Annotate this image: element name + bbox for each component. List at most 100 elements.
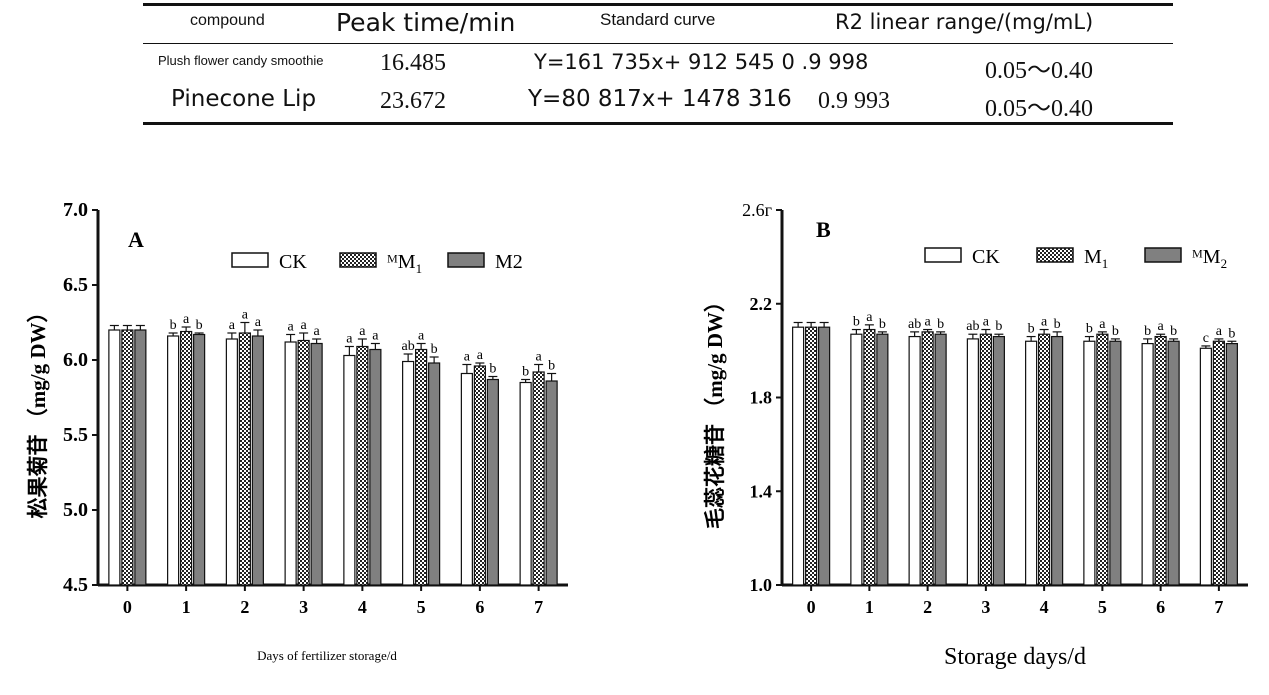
x-axis-title: Days of fertilizer storage/d [257,648,397,663]
bar-ck [519,381,532,586]
bar-ck [1025,340,1038,586]
y-axis-title: 毛蕊花糖苷 （mg/g DW） [703,291,727,529]
legend-swatch [339,252,377,268]
bar-m1 [1038,333,1051,586]
x-tick-label: 4 [358,597,367,617]
bar-m1 [473,365,486,586]
significance-letter: a [288,320,295,335]
y-axis-title: 松果菊苷 （mg/g DW） [26,302,50,519]
significance-letter: ab [402,339,415,354]
significance-letter: a [1099,317,1106,332]
significance-letter: a [983,315,990,330]
x-tick-label: 3 [299,597,308,617]
bar-ck [402,360,415,586]
x-tick-label: 7 [534,597,543,617]
bar-m2 [1109,340,1122,586]
legend-swatch [1036,247,1074,263]
compound-table: compound Peak time/min Standard curve R2… [0,0,1269,135]
table-top-rule [143,3,1173,6]
bar-m1 [297,339,310,586]
legend-label: ᴹM1 [387,251,422,276]
bar-m2 [1225,342,1238,586]
bar-m1 [805,326,818,586]
significance-letter: b [937,317,944,332]
significance-letter: a [359,324,366,339]
significance-letter: b [1086,322,1093,337]
significance-letter: a [1041,315,1048,330]
x-tick-label: 5 [417,597,426,617]
x-tick-label: 1 [865,597,874,617]
bar-ck [1199,347,1212,586]
x-tick-label: 0 [123,597,132,617]
bar-m2 [1167,340,1180,586]
bar-m2 [369,348,382,586]
bar-ck [850,333,863,586]
x-tick-label: 6 [1156,597,1165,617]
bar-ck [167,335,180,586]
significance-letter: b [1144,324,1151,339]
significance-letter: b [1028,322,1035,337]
significance-letter: b [995,319,1002,334]
y-tick-label: 1.4 [750,481,773,501]
significance-letter: b [879,317,886,332]
bar-ck [1083,340,1096,586]
significance-letter: a [1216,324,1223,339]
bar-m2 [934,333,947,586]
bar-m2 [992,335,1005,586]
bar-m2 [486,378,499,586]
significance-letter: a [464,350,471,365]
significance-letter: b [1228,326,1235,341]
bar-m2 [251,335,264,586]
y-tick-label: 1.8 [750,388,773,408]
bar-ck [460,372,473,586]
y-tick-label: 7.0 [63,199,88,221]
table-header-rule [143,43,1173,44]
bar-m2 [134,329,147,586]
header-standard-curve: Standard curve [600,10,716,29]
y-tick-label: 6.0 [63,349,88,371]
significance-letter: a [346,332,353,347]
bar-m1 [238,332,251,586]
panel-label: B [816,217,831,242]
row2-r2: 0.9 993 [818,88,890,114]
significance-letter: c [1203,331,1209,346]
bar-m2 [818,326,831,586]
legend-swatch [1144,247,1182,263]
row1-peak-time: 16.485 [380,50,446,76]
significance-letter: b [548,359,555,374]
y-tick-label: 2.6г [742,200,772,220]
significance-letter: b [853,315,860,330]
y-tick-label: 6.5 [63,274,88,296]
significance-letter: a [866,310,873,325]
y-tick-label: 5.5 [63,424,88,446]
legend-label: CK [972,246,1000,268]
legend-swatch [231,252,269,268]
x-tick-label: 3 [981,597,990,617]
bar-m2 [193,333,206,586]
bar-m1 [356,345,369,586]
bar-m1 [863,328,876,586]
bar-m2 [545,380,558,586]
significance-letter: a [1158,319,1165,334]
significance-letter: b [1170,324,1177,339]
significance-letter: a [183,312,190,327]
bar-ck [284,341,297,586]
bar-m2 [1051,335,1064,586]
bar-m2 [428,362,441,586]
y-tick-label: 5.0 [63,499,88,521]
x-tick-label: 7 [1214,597,1223,617]
significance-letter: a [925,315,932,330]
row1-linear-range: 0.05～0.40 [985,58,1093,84]
row2-compound: Pinecone Lip [171,86,317,112]
x-tick-label: 6 [475,597,484,617]
bar-m1 [1154,335,1167,586]
x-tick-label: 5 [1098,597,1107,617]
bar-m1 [1212,340,1225,586]
bar-ck [225,338,238,586]
x-tick-label: 2 [240,597,249,617]
y-tick-label: 1.0 [750,575,773,595]
x-tick-label: 2 [923,597,932,617]
